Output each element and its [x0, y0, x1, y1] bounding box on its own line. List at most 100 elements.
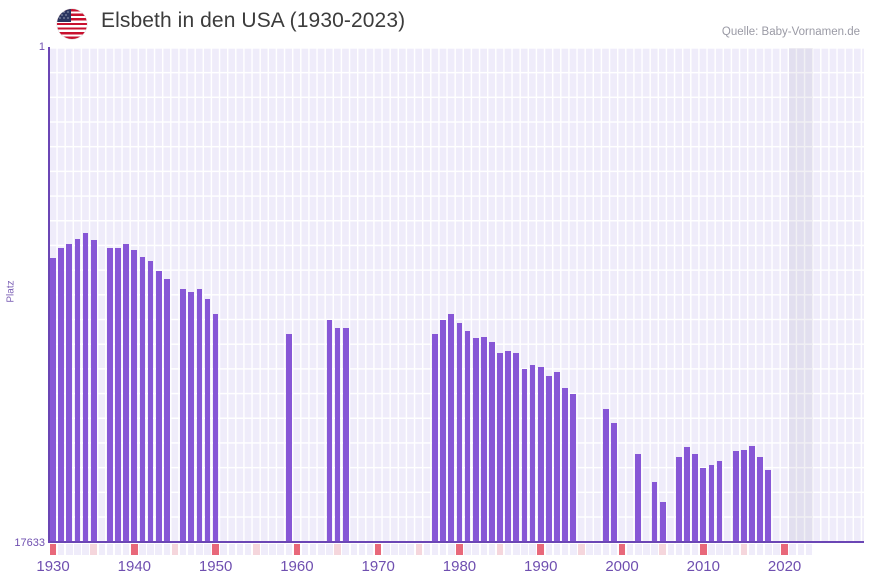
decade-band-cell [196, 544, 203, 555]
decade-band-cell [521, 544, 528, 555]
decade-band-cell [98, 544, 106, 555]
bar [147, 260, 154, 542]
decade-band-cell [49, 544, 57, 555]
y-axis-tick-bottom-label: 17633 [14, 537, 45, 549]
decade-band-cell [228, 544, 236, 555]
decade-band-cell [114, 544, 122, 555]
y-axis-tick-bottom: 17633 [0, 535, 45, 549]
x-axis-tick-label: 1950 [198, 558, 233, 575]
decade-band-cell [797, 544, 805, 555]
decade-band-cell [74, 544, 81, 555]
bar [635, 454, 642, 542]
bar [757, 457, 764, 542]
decade-band-cell [301, 544, 309, 555]
decade-band-cell [618, 544, 626, 555]
decade-band-cell [480, 544, 488, 555]
decade-band-cell [350, 544, 358, 555]
decade-band-cell [513, 544, 520, 555]
page-title: Elsbeth in den USA (1930-2023) [101, 9, 406, 32]
bar [212, 314, 219, 542]
decade-band-cell [106, 544, 114, 555]
bar [505, 350, 512, 542]
bar [342, 328, 349, 542]
decade-band-cell [716, 544, 723, 555]
bar [131, 249, 138, 542]
bar [537, 367, 544, 542]
decade-band-cell [122, 544, 130, 555]
x-axis-tick-label: 1990 [524, 558, 558, 575]
decade-band-cell [204, 544, 211, 555]
decade-band-cell [309, 544, 317, 555]
decade-band-cell [163, 544, 171, 555]
decade-band-cell [236, 544, 244, 555]
bar [74, 238, 81, 542]
decade-band-cell [82, 544, 89, 555]
bar [708, 465, 715, 542]
decade-band-cell [789, 544, 796, 555]
decade-band-cell [212, 544, 219, 555]
x-axis-line [48, 541, 864, 543]
x-axis-tick-label: 2010 [686, 558, 720, 575]
bar [765, 469, 772, 542]
bar [440, 319, 447, 542]
decade-band-cell [488, 544, 496, 555]
bar [456, 322, 463, 542]
decade-marker-band [49, 544, 864, 555]
bar [50, 258, 56, 542]
bar [741, 450, 747, 542]
decade-band-cell [545, 544, 553, 555]
bar [554, 371, 560, 542]
y-axis-tick-top: 1 [0, 41, 45, 55]
bar [716, 461, 723, 542]
decade-band-cell [610, 544, 618, 555]
decade-band-cell [366, 544, 374, 555]
bar [155, 270, 162, 542]
bar [464, 330, 471, 542]
decade-band-cell [139, 544, 146, 555]
decade-band-cell [578, 544, 585, 555]
bar [196, 288, 203, 542]
bar [188, 291, 195, 542]
bar [58, 248, 65, 542]
bar [529, 364, 536, 542]
decade-band-cell [602, 544, 610, 555]
x-axis-tick-label: 1940 [117, 558, 152, 575]
decade-band-cell [569, 544, 577, 555]
us-flag-icon [57, 9, 87, 39]
x-axis-tick-label: 2020 [767, 558, 802, 575]
decade-band-cell [318, 544, 325, 555]
bar [115, 248, 121, 542]
decade-band-cell [626, 544, 634, 555]
bar [472, 337, 479, 542]
decade-band-cell [179, 544, 187, 555]
decade-band-cell [358, 544, 366, 555]
x-axis-tick-label: 1970 [361, 558, 395, 575]
x-axis-tick-label: 1960 [280, 558, 314, 575]
decade-band-cell [431, 544, 439, 555]
bar [513, 353, 520, 542]
bar [489, 342, 495, 542]
bar [611, 423, 617, 542]
bar [204, 298, 211, 542]
decade-band-cell [90, 544, 97, 555]
y-axis-title: Platz [5, 280, 17, 303]
x-axis-ticks: 1930 1940 1950 1960 1970 1980 1990 2000 2010 2020 [0, 558, 873, 584]
bar [700, 468, 707, 542]
decade-band-cell [496, 544, 504, 555]
bar [684, 447, 690, 542]
x-axis-tick-label: 1930 [36, 558, 70, 575]
bar [432, 333, 438, 542]
decade-band-cell [504, 544, 512, 555]
decade-band-cell [155, 544, 162, 555]
decade-band-cell [683, 544, 691, 555]
decade-band-cell [472, 544, 479, 555]
plot-area [49, 48, 864, 542]
bar [285, 333, 292, 542]
bar [521, 368, 528, 542]
decade-band-cell [529, 544, 536, 555]
flag-canton [57, 9, 71, 22]
decade-band-cell [326, 544, 333, 555]
decade-band-cell [293, 544, 301, 555]
decade-band-cell [253, 544, 260, 555]
